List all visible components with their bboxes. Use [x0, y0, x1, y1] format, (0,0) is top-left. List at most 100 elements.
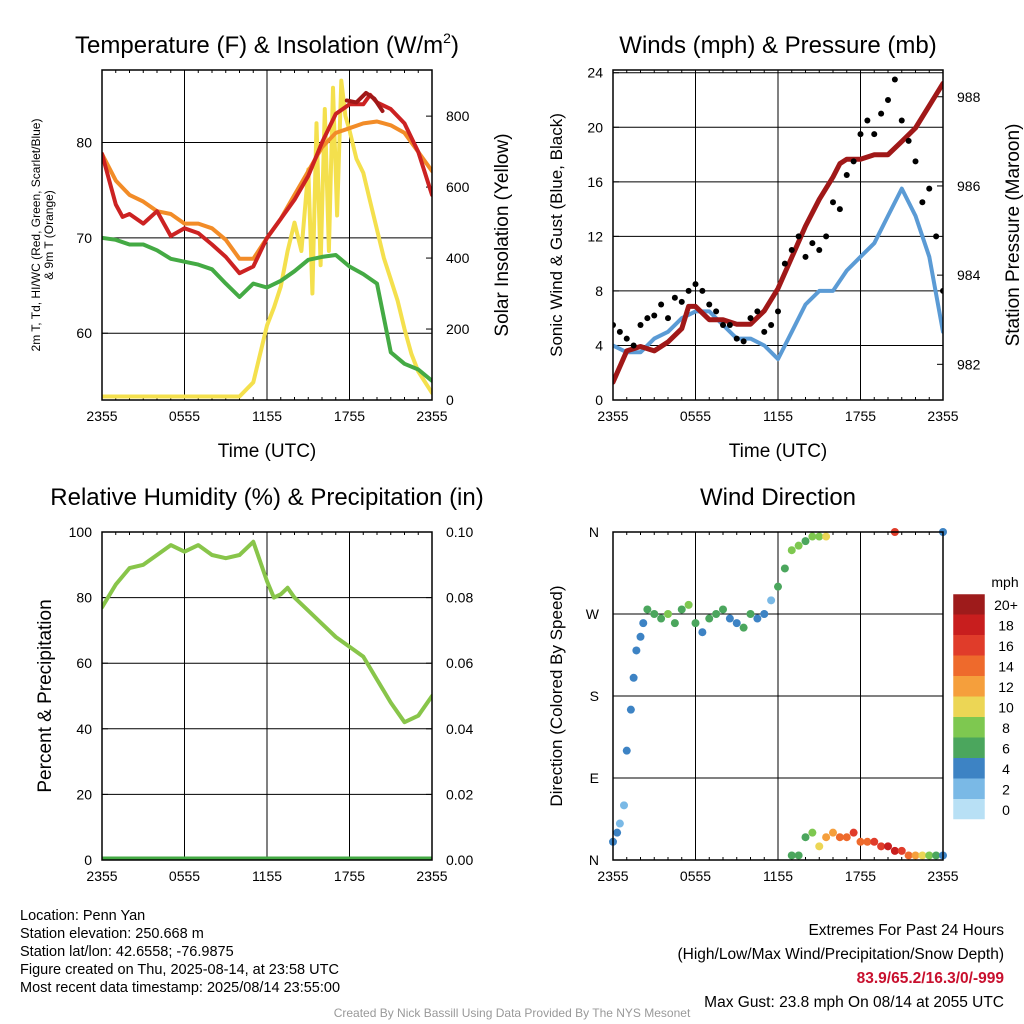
plot-frame — [612, 531, 944, 861]
gust-point — [850, 158, 857, 165]
direction-point — [620, 801, 628, 810]
legend-swatch — [953, 635, 985, 656]
gust-point — [692, 281, 699, 288]
y2-tick-label: 0 — [446, 392, 454, 408]
y-tick-label: 80 — [76, 134, 92, 150]
direction-point — [904, 851, 913, 860]
gust-point — [891, 76, 898, 83]
x-tick-label: 1155 — [252, 868, 282, 884]
location-label: Location: Penn Yan — [20, 908, 146, 924]
y-tick-label: 4 — [595, 337, 603, 353]
latlon-label: Station lat/lon: 42.6558; -76.9875 — [20, 944, 234, 960]
gust-point — [836, 206, 843, 213]
direction-point — [897, 846, 906, 855]
legend-label: 18 — [998, 618, 1014, 634]
y-tick-label: W — [586, 606, 600, 622]
y2-tick-label: 986 — [957, 178, 981, 194]
direction-point — [787, 546, 796, 555]
x-tick-label: 2355 — [927, 408, 958, 424]
gust-point — [616, 328, 623, 335]
max-gust-label: Max Gust: 23.8 mph On 08/14 at 2055 UTC — [704, 994, 1004, 1011]
direction-point — [760, 610, 769, 618]
x-tick-label: 1755 — [845, 408, 876, 424]
direction-point — [829, 828, 837, 837]
gust-point — [630, 342, 637, 349]
direction-point — [787, 851, 796, 860]
direction-point — [664, 610, 672, 618]
gust-point — [912, 158, 919, 165]
y2-tick-label: 0.06 — [446, 655, 473, 671]
gust-point — [775, 308, 781, 315]
gust-point — [637, 322, 644, 328]
y-tick-label: 40 — [76, 721, 92, 737]
series-line — [344, 90, 385, 113]
legend-frame — [952, 593, 986, 820]
y-axis-label: Percent & Precipitation — [35, 599, 56, 792]
y-tick-label: 60 — [76, 655, 92, 671]
direction-point — [794, 541, 803, 550]
elevation-label: Station elevation: 250.668 m — [20, 926, 204, 942]
x-tick-label: 2355 — [927, 868, 958, 884]
x-tick-label: 1155 — [763, 408, 793, 424]
y-tick-label: 12 — [587, 228, 603, 244]
direction-point — [657, 614, 666, 623]
direction-point — [698, 628, 707, 637]
y2-tick-label: 800 — [446, 108, 470, 124]
direction-point — [746, 610, 755, 618]
direction-point — [822, 833, 831, 842]
direction-point — [636, 632, 645, 641]
direction-point — [856, 837, 865, 846]
y-tick-label: 24 — [587, 65, 603, 81]
plot-frame — [612, 69, 944, 401]
gust-point — [733, 335, 740, 342]
gust-point — [788, 247, 795, 253]
y2-tick-label: 988 — [957, 89, 981, 105]
plot-frame — [101, 69, 433, 401]
gust-point — [768, 322, 775, 328]
y-tick-label: 70 — [76, 230, 92, 246]
direction-point — [677, 605, 686, 614]
gust-point — [740, 338, 747, 345]
x-tick-label: 2355 — [86, 408, 117, 424]
direction-point — [632, 646, 641, 655]
direction-point — [794, 851, 803, 860]
chart-title: Winds (mph) & Pressure (mb) — [619, 32, 936, 59]
direction-point — [815, 842, 824, 851]
direction-point — [884, 842, 892, 851]
gust-point — [878, 110, 885, 117]
legend-swatch — [953, 799, 985, 820]
y-axis-label: Sonic Wind & Gust (Blue, Black) — [547, 113, 566, 357]
direction-point — [691, 619, 700, 628]
direction-point — [932, 851, 941, 860]
legend-swatch — [953, 737, 985, 758]
x-tick-label: 1155 — [252, 408, 282, 424]
direction-point — [877, 842, 886, 851]
direction-point — [650, 610, 659, 618]
direction-point — [613, 828, 622, 837]
y2-tick-label: 0.10 — [446, 524, 473, 540]
y-tick-label: 0 — [84, 852, 92, 868]
direction-point — [684, 600, 693, 609]
y2-tick-label: 600 — [446, 179, 470, 195]
legend-swatch — [953, 614, 985, 635]
y2-tick-label: 982 — [957, 356, 981, 372]
series-line — [102, 539, 432, 725]
direction-point — [911, 851, 920, 860]
y-tick-label: 100 — [69, 524, 93, 540]
gust-point — [830, 199, 836, 206]
gust-point — [671, 294, 678, 301]
y2-tick-label: 0.08 — [446, 590, 473, 606]
y-tick-label: E — [590, 770, 599, 786]
series-line — [613, 186, 943, 362]
gust-point — [678, 298, 685, 305]
direction-point — [780, 564, 789, 573]
gust-point — [713, 308, 720, 315]
y-tick-label: 16 — [587, 174, 603, 190]
y-axis-label: & 9m T (Orange) — [42, 190, 56, 280]
y-tick-label: N — [589, 524, 599, 540]
direction-point — [615, 819, 624, 828]
credit-label: Created By Nick Bassill Using Data Provi… — [333, 1006, 691, 1020]
legend-label: 8 — [1002, 720, 1010, 736]
x-tick-label: 2355 — [416, 408, 447, 424]
